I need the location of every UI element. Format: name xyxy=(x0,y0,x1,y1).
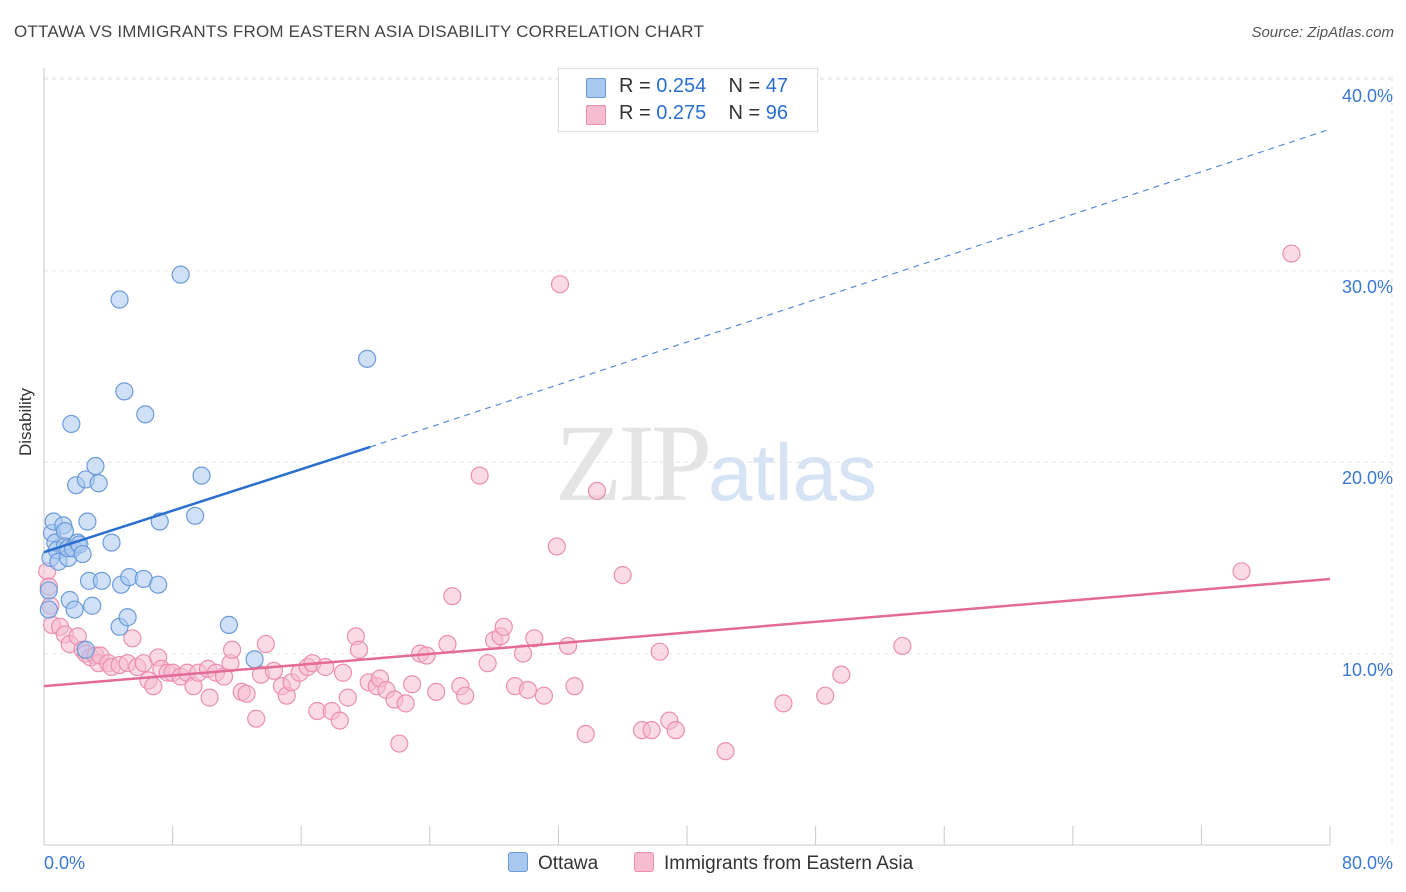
eastern-asia-point xyxy=(144,677,163,696)
watermark-atlas: atlas xyxy=(708,428,877,517)
ottawa-point xyxy=(245,650,264,669)
ottawa-point xyxy=(86,456,105,476)
legend-r-label: R = xyxy=(619,102,657,124)
eastern-asia-point xyxy=(893,636,912,656)
ottawa-point xyxy=(73,544,92,564)
ottawa-point xyxy=(65,600,84,619)
eastern-asia-point xyxy=(613,566,632,585)
legend-swatch-ottawa xyxy=(586,78,606,98)
ottawa-point xyxy=(78,512,97,531)
ottawa-trend-extension xyxy=(370,128,1331,448)
eastern-asia-point xyxy=(478,654,497,673)
eastern-asia-point xyxy=(470,466,489,485)
eastern-asia-point xyxy=(1282,244,1301,263)
source-credit: Source: ZipAtlas.com xyxy=(1251,24,1394,41)
eastern-asia-point xyxy=(256,634,275,654)
ottawa-point xyxy=(83,596,102,615)
watermark-zip: ZIP xyxy=(555,402,712,524)
ottawa-point xyxy=(136,405,155,424)
eastern-asia-point xyxy=(123,629,142,648)
eastern-asia-point xyxy=(576,724,595,744)
series-label-ottawa: Ottawa xyxy=(538,853,599,874)
eastern-asia-point xyxy=(550,275,570,294)
eastern-asia-point xyxy=(587,481,607,501)
legend-swatch-eastern-asia xyxy=(586,105,606,125)
watermark: ZIPatlas xyxy=(555,400,877,527)
series-legend-ottawa: Ottawa xyxy=(508,852,598,875)
ottawa-point xyxy=(118,608,137,627)
y-axis-label: Disability xyxy=(16,387,35,456)
eastern-asia-point xyxy=(222,640,242,659)
eastern-asia-point xyxy=(390,734,409,753)
eastern-asia-point xyxy=(716,742,735,761)
ottawa-point xyxy=(110,290,129,309)
ottawa-point xyxy=(219,615,238,634)
y-tick-label-40: 40.0% xyxy=(1341,86,1393,106)
series-label-eastern-asia: Immigrants from Eastern Asia xyxy=(664,853,914,874)
eastern-asia-point xyxy=(200,688,219,707)
y-tick-label-20: 20.0% xyxy=(1341,468,1393,488)
eastern-asia-point xyxy=(438,634,457,654)
ottawa-point xyxy=(89,474,108,493)
legend-n-label: N = xyxy=(728,75,766,97)
eastern-asia-point xyxy=(547,537,566,556)
eastern-asia-point xyxy=(565,677,584,696)
eastern-asia-point xyxy=(832,665,851,684)
legend-r-value: 0.275 xyxy=(656,102,707,124)
eastern-asia-point xyxy=(333,663,353,682)
legend-r-value: 0.254 xyxy=(656,75,707,97)
eastern-asia-point xyxy=(427,682,446,701)
eastern-asia-point xyxy=(403,675,422,694)
y-tick-label-30: 30.0% xyxy=(1341,277,1393,297)
eastern-asia-point xyxy=(330,711,349,730)
eastern-asia-point xyxy=(349,640,369,659)
ottawa-point xyxy=(39,600,58,619)
legend-r-label: R = xyxy=(619,75,657,97)
eastern-asia-point xyxy=(396,694,415,713)
series-legend-eastern-asia: Immigrants from Eastern Asia xyxy=(634,852,913,875)
eastern-asia-point xyxy=(494,617,513,636)
eastern-asia-point xyxy=(558,636,578,656)
ottawa-point xyxy=(102,533,121,552)
ottawa-point xyxy=(115,382,134,401)
eastern-asia-point xyxy=(443,587,462,606)
legend-n-value: 47 xyxy=(765,75,789,97)
ottawa-point xyxy=(358,349,377,368)
eastern-asia-trend-line xyxy=(43,577,1331,688)
eastern-asia-point xyxy=(666,721,685,740)
ottawa-point xyxy=(186,506,205,525)
x-tick-label-min: 0.0% xyxy=(44,853,86,873)
eastern-asia-point xyxy=(642,721,661,740)
eastern-asia-point xyxy=(456,686,475,705)
ottawa-point xyxy=(76,640,95,659)
eastern-asia-point xyxy=(518,680,537,700)
eastern-asia-point xyxy=(1232,562,1251,581)
x-tick-label-max: 80.0% xyxy=(1341,853,1393,873)
ottawa-point xyxy=(92,571,111,590)
eastern-asia-point xyxy=(338,688,357,707)
ottawa-point xyxy=(171,265,190,284)
legend-n-label: N = xyxy=(728,102,766,124)
series-swatch-ottawa xyxy=(508,852,528,872)
eastern-asia-point xyxy=(264,661,283,680)
y-tick-label-10: 10.0% xyxy=(1341,660,1393,680)
legend-n-value: 96 xyxy=(765,102,789,124)
ottawa-trend-line xyxy=(43,445,371,554)
ottawa-point xyxy=(62,414,81,434)
eastern-asia-point xyxy=(525,629,544,648)
chart-title: OTTAWA VS IMMIGRANTS FROM EASTERN ASIA D… xyxy=(14,22,705,41)
eastern-asia-point xyxy=(774,694,793,713)
eastern-asia-point xyxy=(247,709,266,728)
series-swatch-eastern-asia xyxy=(634,852,654,872)
ottawa-point xyxy=(149,575,168,594)
eastern-asia-point xyxy=(237,684,256,703)
eastern-asia-point xyxy=(534,686,554,705)
ottawa-point xyxy=(39,581,58,600)
eastern-asia-point xyxy=(816,686,835,705)
eastern-asia-point xyxy=(650,642,669,661)
correlation-legend: R = 0.254 N = 47 R = 0.275 N = 96 xyxy=(558,68,818,132)
ottawa-point xyxy=(192,466,211,485)
